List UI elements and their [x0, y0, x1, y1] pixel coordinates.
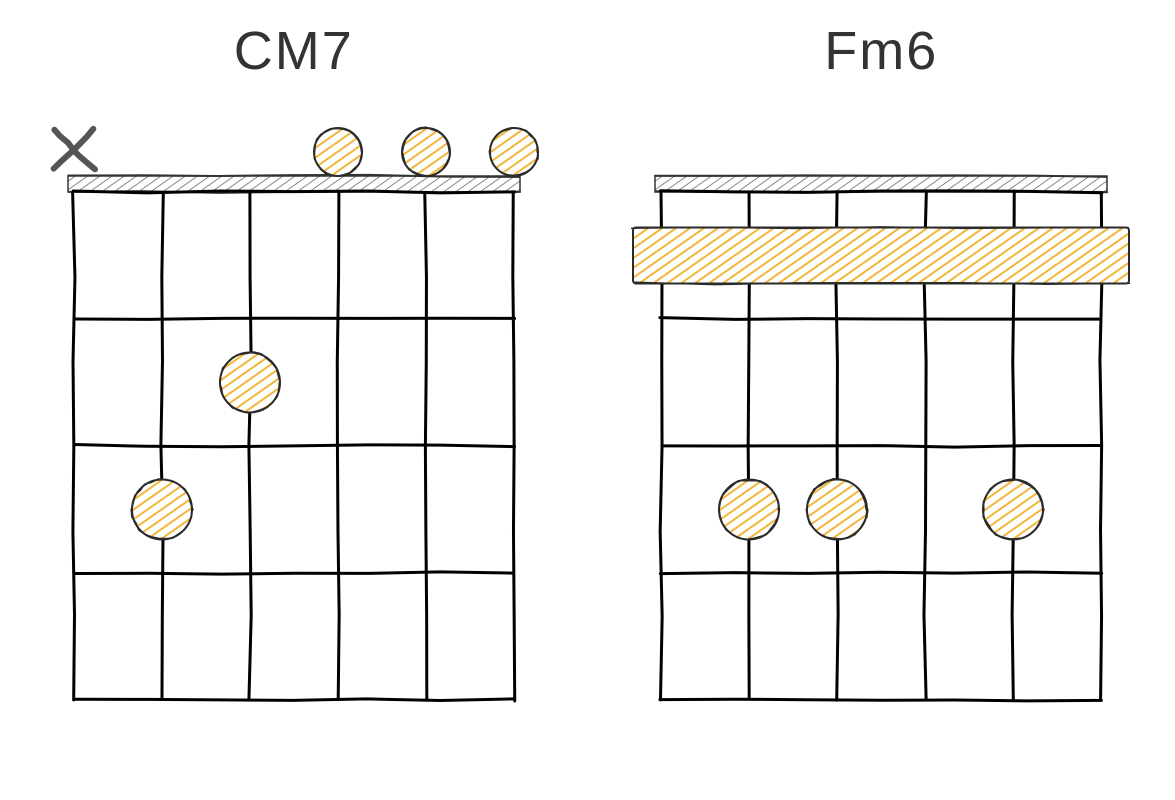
chord-diagrams-container: CM7 Fm6	[0, 0, 1175, 800]
chord-block-fm6: Fm6	[631, 20, 1131, 737]
chord-block-cm7: CM7	[44, 20, 544, 737]
chord-diagram-fm6	[631, 112, 1131, 737]
chord-diagram-cm7	[44, 112, 544, 737]
chord-name-fm6: Fm6	[824, 20, 938, 82]
chord-name-cm7: CM7	[234, 20, 354, 82]
